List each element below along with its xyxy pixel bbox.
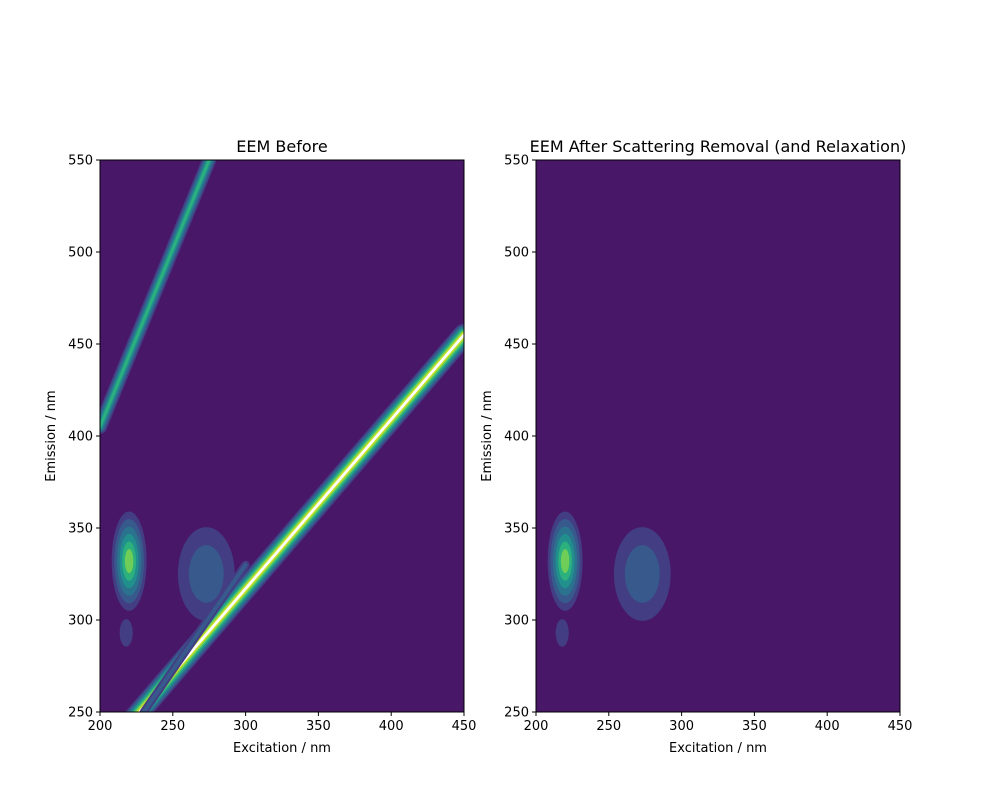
- eem-panel-1: 200 250 300 350 400 450250300350400450500550E…: [44, 137, 477, 756]
- scatter-band: [139, 560, 250, 712]
- peak-contour-level-6: [560, 549, 570, 574]
- x-tick-label: 300: [233, 719, 258, 734]
- peak-contour-level-1: [555, 619, 569, 647]
- x-tick-label: 450: [888, 719, 913, 734]
- y-tick-label: 500: [504, 246, 529, 261]
- fluorescence-peak: [111, 511, 147, 611]
- eem-panel-2: 200 250 300 350 400 450250300350400450500550E…: [480, 137, 912, 756]
- y-tick-label: 350: [504, 522, 529, 537]
- x-axis-label: Excitation / nm: [669, 741, 767, 756]
- x-tick-label: 350: [742, 719, 767, 734]
- x-tick-label: 250: [160, 719, 185, 734]
- x-tick-label: 250: [596, 719, 621, 734]
- y-tick-label: 400: [504, 430, 529, 445]
- plot-background: [536, 160, 900, 712]
- y-axis-label: Emission / nm: [480, 390, 495, 481]
- y-tick-label: 550: [504, 154, 529, 169]
- peak-contour-level-1: [119, 619, 133, 647]
- x-tick-label: 350: [306, 719, 331, 734]
- peak-contour-level-2: [188, 545, 224, 603]
- y-tick-label: 450: [504, 338, 529, 353]
- band-contour-level-2: [141, 562, 248, 712]
- y-tick-label: 500: [68, 246, 93, 261]
- x-tick-label: 200: [88, 719, 113, 734]
- y-tick-label: 250: [68, 706, 93, 721]
- chart-title: EEM After Scattering Removal (and Relaxa…: [530, 137, 907, 156]
- peak-contour-level-2: [624, 545, 660, 603]
- fluorescence-peak: [555, 619, 569, 647]
- contour-area: [547, 511, 671, 647]
- y-tick-label: 400: [68, 430, 93, 445]
- fluorescence-peak: [547, 511, 583, 611]
- x-tick-label: 400: [379, 719, 404, 734]
- y-tick-label: 450: [68, 338, 93, 353]
- fluorescence-peak: [613, 527, 671, 621]
- x-axis-label: Excitation / nm: [233, 741, 331, 756]
- y-tick-label: 300: [504, 614, 529, 629]
- x-tick-label: 300: [669, 719, 694, 734]
- chart-title: EEM Before: [236, 137, 327, 156]
- peak-contour-level-6: [124, 549, 134, 574]
- fluorescence-peak: [119, 619, 133, 647]
- y-tick-label: 250: [504, 706, 529, 721]
- y-tick-label: 300: [68, 614, 93, 629]
- x-tick-label: 200: [524, 719, 549, 734]
- y-tick-label: 350: [68, 522, 93, 537]
- band-contour-level-5: [100, 160, 211, 429]
- y-tick-label: 550: [68, 154, 93, 169]
- plot-background: [100, 160, 464, 712]
- y-axis-label: Emission / nm: [44, 390, 59, 481]
- contour-area: [100, 160, 464, 712]
- scatter-band: [100, 160, 217, 434]
- x-tick-label: 400: [815, 719, 840, 734]
- x-tick-label: 450: [452, 719, 477, 734]
